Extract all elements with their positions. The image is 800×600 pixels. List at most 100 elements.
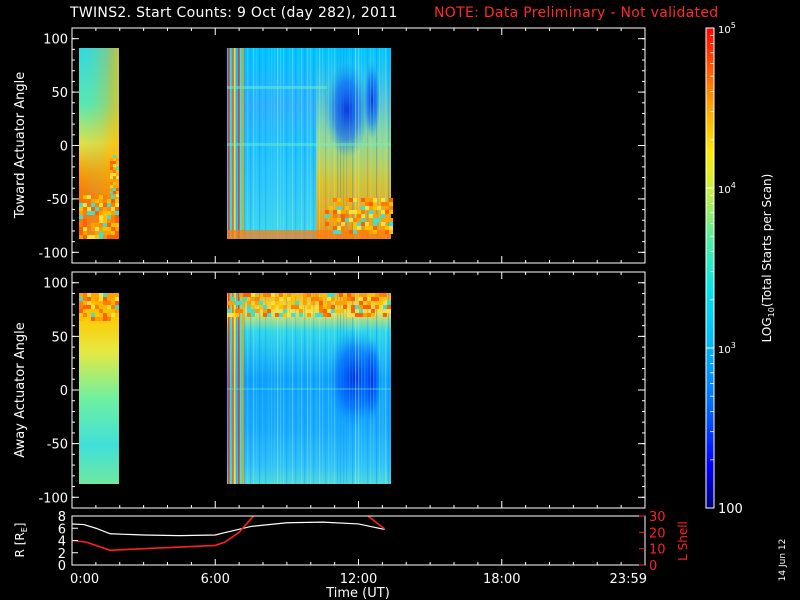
top-panel-speckle-cell [337, 198, 341, 202]
top-panel-speckle-cell [113, 170, 116, 173]
colorbar-tick-label: 104 [718, 181, 736, 196]
middle-panel-stripe [292, 293, 294, 484]
top-panel-speckle-cell [115, 199, 119, 203]
middle-panel-ytick-label: 0 [60, 384, 68, 399]
top-panel-speckle-cell [113, 164, 116, 167]
top-panel-speckle-cell [111, 227, 115, 231]
middle-panel-speckle-cell [363, 313, 367, 317]
middle-panel-edge-stripe [228, 293, 230, 484]
middle-panel-speckle-cell [243, 297, 247, 301]
middle-panel-speckle-cell [387, 301, 391, 305]
middle-panel-speckle-cell [347, 293, 351, 297]
middle-panel-speckle-cell [99, 297, 103, 301]
top-panel-speckle-cell [95, 215, 99, 219]
page-title: TWINS2. Start Counts: 9 Oct (day 282), 2… [70, 5, 398, 21]
middle-panel-speckle-cell [339, 301, 343, 305]
middle-panel-speckle-cell [367, 297, 371, 301]
top-panel-speckle-cell [107, 199, 111, 203]
x-tick-label: 0:00 [70, 572, 99, 587]
top-panel-speckle-cell [337, 218, 341, 222]
x-tick-label: 18:00 [483, 572, 520, 587]
middle-main-speckle [227, 293, 391, 317]
middle-panel-stripe [310, 293, 312, 484]
top-panel-ytick-label: 0 [60, 140, 68, 155]
middle-panel-ytick-label: -50 [47, 438, 68, 453]
top-panel-speckle-cell [333, 218, 337, 222]
top-panel-speckle-cell [99, 231, 103, 235]
middle-panel-speckle-cell [343, 297, 347, 301]
top-panel-speckle-cell [115, 235, 119, 239]
middle-panel-speckle-cell [331, 309, 335, 313]
middle-panel-speckle-cell [359, 305, 363, 309]
top-panel-stripe [361, 48, 363, 239]
top-panel-stripe [349, 48, 351, 239]
middle-panel-speckle-cell [371, 309, 375, 313]
top-panel-speckle-cell [116, 170, 119, 173]
middle-panel-speckle-cell [335, 309, 339, 313]
middle-panel-speckle-cell [79, 301, 83, 305]
top-panel [79, 48, 393, 239]
middle-panel-speckle-cell [331, 297, 335, 301]
middle-panel-stripe [382, 293, 384, 484]
middle-panel-speckle-cell [263, 305, 267, 309]
top-panel-stripe [337, 48, 339, 239]
top-panel-speckle-cell [91, 211, 95, 215]
top-panel-ytick-label: -100 [38, 246, 68, 261]
middle-panel-speckle-cell [107, 297, 111, 301]
top-panel-speckle-cell [83, 195, 87, 199]
top-panel-stripe [355, 48, 357, 239]
middle-panel-speckle-cell [83, 293, 87, 297]
middle-panel-stripe [316, 293, 318, 484]
middle-panel-speckle-cell [103, 293, 107, 297]
top-panel-speckle-cell [99, 211, 103, 215]
top-panel-stripe [247, 48, 249, 239]
top-panel-speckle-cell [349, 198, 353, 202]
middle-panel-speckle-cell [375, 305, 379, 309]
top-panel-speckle-cell [116, 176, 119, 179]
middle-panel-speckle-cell [355, 305, 359, 309]
x-tick-label: 23:59 [610, 572, 647, 587]
top-panel-stripe [379, 48, 381, 239]
top-panel-speckle-cell [349, 210, 353, 214]
top-panel-stripe [286, 48, 288, 239]
top-panel-speckle-cell [373, 214, 377, 218]
middle-panel-speckle-cell [319, 301, 323, 305]
top-panel-stripe [292, 48, 294, 239]
middle-panel-speckle-cell [251, 297, 255, 301]
middle-panel-speckle-cell [319, 305, 323, 309]
top-panel-speckle-cell [357, 218, 361, 222]
top-panel-speckle-cell [110, 176, 113, 179]
top-panel-speckle-cell [369, 202, 373, 206]
top-panel-edge-stripe [236, 48, 238, 239]
top-panel-stripe [343, 48, 345, 239]
top-panel-speckle-cell [95, 227, 99, 231]
top-panel-speckle-cell [353, 198, 357, 202]
top-panel-speckle-cell [79, 207, 83, 211]
middle-panel-stripe [343, 293, 345, 484]
middle-panel-speckle-cell [367, 313, 371, 317]
top-panel-speckle-cell [353, 210, 357, 214]
colorbar-ticks: 105 104 103 100 [706, 21, 743, 517]
top-panel-axes: 100 50 0 -50 -100 [38, 27, 646, 264]
middle-panel-ytick-label: 100 [43, 277, 68, 292]
middle-panel-speckle-cell [247, 313, 251, 317]
top-panel-edge-stripe [240, 48, 242, 239]
top-panel-speckle-cell [381, 226, 385, 230]
top-panel-speckle-cell [353, 218, 357, 222]
x-axis-title: Time (UT) [325, 586, 390, 600]
top-panel-speckle-cell [373, 206, 377, 210]
middle-panel-stripe [379, 293, 381, 484]
middle-panel-edge-stripe [240, 293, 242, 484]
middle-panel-speckle-cell [319, 297, 323, 301]
middle-panel-speckle-cell [115, 309, 119, 313]
top-panel-speckle-cell [333, 230, 337, 234]
middle-panel-speckle-cell [83, 313, 87, 317]
bottom-panel [72, 516, 386, 552]
middle-panel-speckle-cell [339, 293, 343, 297]
middle-panel-speckle-cell [99, 293, 103, 297]
middle-panel-speckle-cell [359, 297, 363, 301]
top-panel-speckle-cell [329, 218, 333, 222]
middle-panel-edge-stripe [230, 293, 232, 484]
